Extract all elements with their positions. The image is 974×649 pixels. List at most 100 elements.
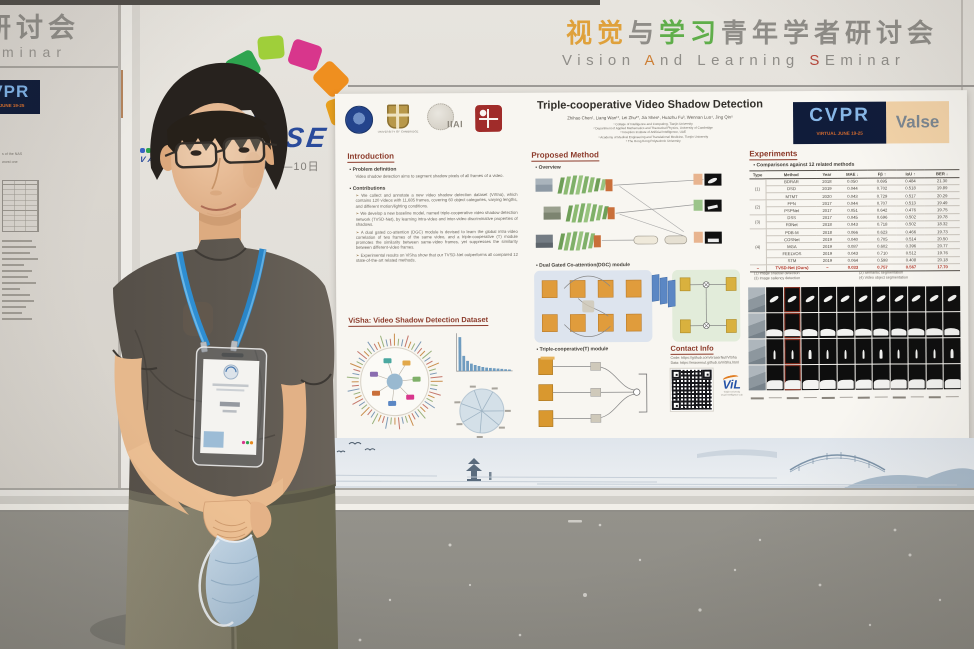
result-cell xyxy=(908,312,925,338)
nose xyxy=(211,157,221,190)
banner-title-cn: 视觉与学习青年学者研讨会 xyxy=(566,18,939,48)
result-cell xyxy=(854,286,872,312)
result-cell xyxy=(855,364,872,390)
result-cell xyxy=(907,286,925,312)
result-cell xyxy=(801,312,819,339)
left-poster-table xyxy=(2,180,39,232)
result-cell xyxy=(872,286,890,312)
section-introduction: Introduction xyxy=(347,151,395,163)
result-cell xyxy=(766,365,784,391)
result-cell xyxy=(872,312,890,338)
contact-lines: Code: https://github.com/eraserNut/ViSha… xyxy=(671,355,743,366)
result-cell xyxy=(837,364,855,390)
badge-photo-area xyxy=(203,431,224,448)
face-mask xyxy=(205,534,260,627)
qr-finder xyxy=(671,369,681,379)
nose-shadow xyxy=(210,190,222,196)
contributions-label: Contributions xyxy=(349,186,386,192)
result-cell xyxy=(925,312,943,338)
visha-sunburst-diagram xyxy=(346,333,443,430)
result-cell xyxy=(925,286,943,312)
left-poster-fragment: worst one xyxy=(2,160,18,164)
list-item: Experimental results on ViSha show that … xyxy=(356,252,518,263)
result-cell xyxy=(925,338,943,364)
cvpr-logo: CVPR VIRTUAL JUNE 19-25 xyxy=(792,101,887,145)
person-figure xyxy=(112,62,338,649)
badge-name-bar xyxy=(219,401,240,407)
result-cell xyxy=(748,365,766,391)
result-cell xyxy=(783,313,801,339)
list-item: ⁵ The Hong Kong Polytechnic University xyxy=(625,138,681,143)
result-cell xyxy=(748,313,766,339)
result-cell xyxy=(783,339,801,365)
result-cell xyxy=(872,338,890,364)
t-module-diagram xyxy=(538,356,648,427)
overview-architecture-diagram xyxy=(535,173,722,251)
dgc-orange-blocks xyxy=(541,275,642,337)
cambridge-label: UNIVERSITY OF CAMBRIDGE xyxy=(377,130,419,134)
dgc-blue-stack xyxy=(651,274,676,308)
result-cell xyxy=(819,312,837,338)
result-cell xyxy=(801,286,819,313)
poster-authors: Zhihao Chen¹, Liang Wan¹*, Lei Zhu²*, Ji… xyxy=(567,114,733,121)
qr-finder xyxy=(702,369,712,379)
list-item: Data: https://erasernut.github.io/ViSha.… xyxy=(670,360,740,365)
arch-rows xyxy=(535,173,722,251)
painting-bridge-rails xyxy=(798,452,870,471)
left-banner-cn-partial: 研讨会 xyxy=(0,13,80,43)
lower-lip xyxy=(206,211,230,216)
result-cell xyxy=(943,286,961,312)
mini-petal xyxy=(146,148,151,153)
sleeve-hem xyxy=(300,373,332,386)
poster-affiliations: ¹ College of Intelligence and Computing,… xyxy=(503,121,803,144)
qr-finder xyxy=(671,400,681,410)
conference-badge xyxy=(192,346,268,468)
result-cell xyxy=(943,364,961,390)
list-item: A dual gated co-attention (DGC) module i… xyxy=(356,228,518,250)
result-cell xyxy=(890,286,908,312)
section-experiments: Experiments xyxy=(749,149,798,161)
result-cell xyxy=(943,338,961,364)
list-item: We collect and annotate a new video shad… xyxy=(356,192,518,209)
result-cell xyxy=(819,286,837,312)
result-cell xyxy=(837,338,855,364)
iiai-label: IIAI xyxy=(447,119,464,130)
left-cvpr-logo-partial: CVPR VIRTUAL JUNE 19-25 xyxy=(0,80,40,114)
vil-lab-logo: ViL Tianjin University Visual Intelligenc… xyxy=(719,373,745,397)
tianjin-university-logo xyxy=(345,105,374,134)
result-cell xyxy=(766,313,783,339)
left-poster-text-bars xyxy=(0,236,40,320)
list-item: (3) Image saliency detection xyxy=(754,276,801,281)
visha-bar-chart xyxy=(455,333,513,372)
result-cell xyxy=(908,364,926,390)
result-cell xyxy=(908,338,926,364)
result-cell xyxy=(890,338,908,364)
mask-edge xyxy=(216,534,253,543)
method-t-label: Triple-cooperative(T) module xyxy=(536,346,609,352)
result-cell xyxy=(819,338,837,364)
problem-definition-label: Problem definition xyxy=(349,167,397,173)
painting-pagoda xyxy=(466,458,492,481)
contact-qr-code xyxy=(669,367,714,412)
pillar-mark xyxy=(121,70,123,118)
result-cell xyxy=(943,312,961,338)
problem-definition-text: Video shadow detection aims to segment s… xyxy=(355,172,504,179)
right-arm xyxy=(263,382,307,504)
list-item: We develop a new baseline model, named t… xyxy=(356,210,518,227)
left-banner-rule xyxy=(0,66,118,68)
research-poster: UNIVERSITY OF CAMBRIDGE IIAI Triple-coop… xyxy=(334,90,970,446)
result-cell xyxy=(926,364,943,390)
hair xyxy=(150,62,288,190)
qualitative-results-grid xyxy=(748,286,961,391)
result-cell xyxy=(819,364,837,390)
lanyard-strap xyxy=(175,251,211,348)
eye xyxy=(238,147,250,153)
result-cell xyxy=(748,339,766,365)
result-cell xyxy=(854,338,872,364)
lanyard-highlight xyxy=(176,252,206,347)
mouth xyxy=(200,203,237,211)
result-cell xyxy=(784,365,801,391)
finger-lines xyxy=(212,519,248,539)
experiments-footnotes: (1) Image shadow detection (2) Semantic s… xyxy=(754,270,958,280)
cvpr-valse-badge: CVPR VIRTUAL JUNE 19-25 Valse xyxy=(792,101,950,145)
